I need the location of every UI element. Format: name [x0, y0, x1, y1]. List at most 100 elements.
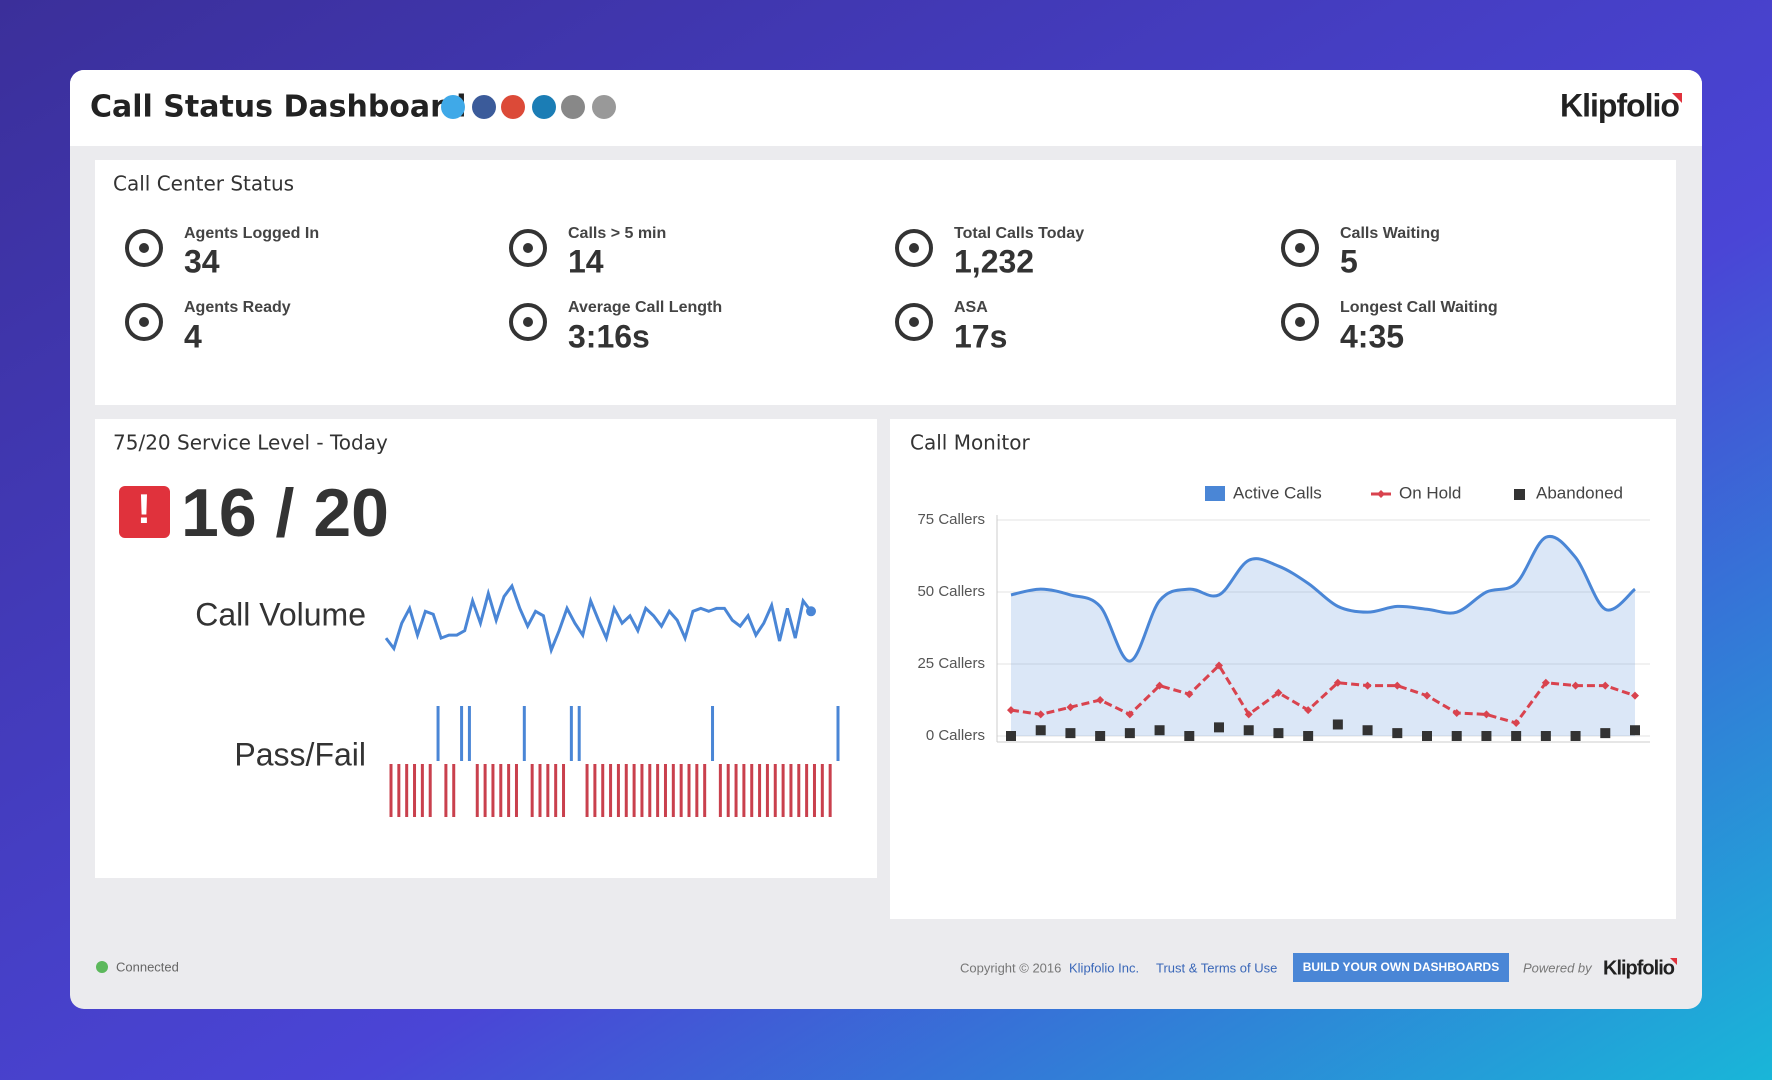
fail-bar: [546, 764, 550, 817]
marker: [1035, 725, 1046, 736]
build-button[interactable]: [1293, 953, 1509, 982]
fail-bar: [514, 764, 518, 817]
fail-bar: [562, 764, 566, 817]
marker: [1481, 731, 1492, 741]
fail-bar: [663, 764, 667, 817]
fail-bar: [413, 764, 417, 817]
chart-label: Call Volume: [195, 596, 366, 632]
tile-value: 1,232: [954, 243, 1034, 279]
marker: [1036, 710, 1045, 719]
pass-bar: [711, 706, 715, 761]
logo: Klipfolio: [1560, 87, 1679, 123]
marker: [1244, 710, 1253, 719]
tile-icon: [895, 229, 933, 267]
build-button-label[interactable]: BUILD YOUR OWN DASHBOARDS: [1303, 960, 1499, 974]
marker: [1393, 681, 1402, 690]
fail-bar: [750, 764, 754, 817]
legend-swatch: [1205, 486, 1225, 501]
fail-bar: [491, 764, 495, 817]
tile-value: 5: [1340, 243, 1358, 279]
marker: [1065, 728, 1076, 739]
link-icon[interactable]: [592, 95, 616, 119]
linkedin-icon[interactable]: [532, 95, 556, 119]
marker: [1303, 731, 1314, 741]
header-bar: [70, 70, 1702, 146]
fail-bar: [640, 764, 644, 817]
marker: [1096, 696, 1105, 704]
line: [1010, 663, 1636, 725]
pass-bar: [577, 706, 581, 761]
fail-bar: [405, 764, 409, 817]
tile-label: ASA: [954, 299, 988, 316]
marker: [1423, 691, 1431, 700]
powered-by: Powered by: [1523, 960, 1593, 975]
chart-label: Pass/Fail: [234, 736, 366, 772]
fail-bar: [554, 764, 558, 817]
pass-bar: [460, 706, 464, 761]
tile-icon: [139, 317, 149, 327]
company-link[interactable]: Klipfolio Inc.: [1069, 960, 1139, 975]
tile-value: 14: [568, 243, 604, 279]
tile-icon: [139, 243, 149, 253]
tile-icon: [523, 243, 533, 253]
fail-bar: [397, 764, 401, 817]
tile-icon: [125, 303, 163, 341]
twitter-icon[interactable]: [441, 95, 465, 119]
marker: [1571, 681, 1580, 690]
status-panel: [95, 160, 1676, 405]
fail-bar: [718, 764, 722, 817]
alert-icon: [119, 486, 170, 538]
copyright: Copyright © 2016: [960, 960, 1061, 975]
marker: [1540, 731, 1551, 741]
marker: [1185, 690, 1194, 699]
marker: [1184, 731, 1195, 741]
tile-label: Agents Ready: [184, 299, 291, 316]
marker: [1007, 706, 1015, 715]
fail-bar: [781, 764, 785, 817]
logo-mark: [1670, 958, 1677, 965]
marker: [1422, 731, 1432, 741]
tile-label: Agents Logged In: [184, 225, 319, 242]
fail-bar: [609, 764, 613, 817]
tile-icon: [1295, 243, 1305, 253]
pass-bar: [436, 706, 440, 761]
fail-bar: [758, 764, 762, 817]
fail-bar: [656, 764, 660, 817]
y-tick-label: 0 Callers: [926, 727, 985, 744]
marker: [1362, 725, 1373, 736]
terms-link[interactable]: Trust & Terms of Use: [1156, 960, 1277, 975]
marker: [1333, 678, 1342, 687]
marker: [1601, 681, 1610, 690]
tile-label: Calls Waiting: [1340, 225, 1440, 242]
tile-icon: [1281, 229, 1319, 267]
marker: [1570, 731, 1581, 741]
legend-label: Active Calls: [1233, 483, 1322, 502]
tile-icon: [1295, 317, 1305, 327]
fail-bar: [616, 764, 620, 817]
y-tick-label: 50 Callers: [917, 583, 985, 600]
tile-value: 4: [184, 318, 202, 354]
facebook-icon[interactable]: [472, 95, 496, 119]
fail-bar: [789, 764, 793, 817]
fail-bar: [420, 764, 424, 817]
marker: [1631, 691, 1639, 700]
fail-bar: [499, 764, 503, 817]
fail-bar: [679, 764, 683, 817]
fail-bar: [671, 764, 675, 817]
area: [1011, 536, 1635, 736]
email-icon[interactable]: [561, 95, 585, 119]
fail-bar: [428, 764, 432, 817]
share-icons[interactable]: [441, 95, 616, 119]
fail-bar: [624, 764, 628, 817]
logo-mark: [1672, 93, 1682, 103]
y-tick-label: 25 Callers: [917, 655, 985, 672]
marker: [1304, 706, 1313, 715]
google-icon[interactable]: [501, 95, 525, 119]
status-dot: [96, 961, 108, 973]
sparkline-end: [806, 606, 816, 617]
service-score: 16 / 20: [181, 475, 389, 551]
fail-bar: [734, 764, 738, 817]
fail-bar: [726, 764, 730, 817]
tile-icon: [125, 229, 163, 267]
marker: [1630, 725, 1640, 736]
